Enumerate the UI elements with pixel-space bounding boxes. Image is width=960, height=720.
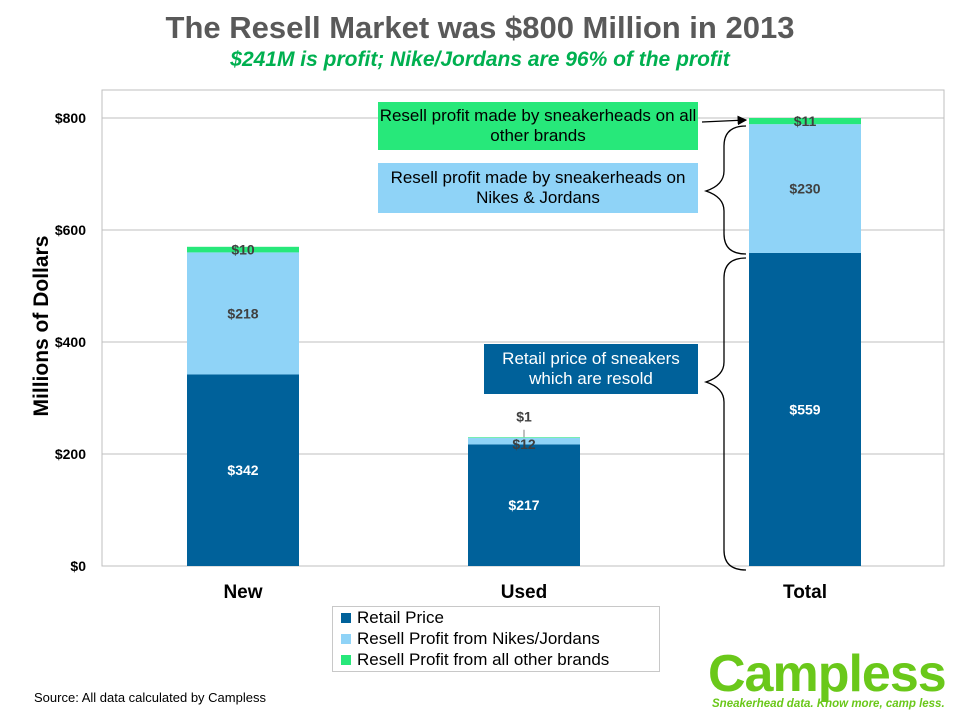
y-axis-ticks: $0 $200 $400 $600 $800	[55, 110, 86, 574]
data-label-used-nike-jordan: $12	[512, 436, 536, 452]
data-label-new-nike-jordan: $218	[227, 305, 258, 321]
callout-other-brands-text: Resell profit made by sneakerheads on al…	[379, 106, 697, 145]
brace-nike-jordan	[703, 125, 747, 255]
bar-used-retail	[468, 444, 580, 566]
bar-total-other-brands	[749, 118, 861, 125]
data-labels: $342 $218 $10 $217 $12 $1 $559 $230 $11	[227, 113, 820, 513]
y-tick-label: $200	[55, 446, 86, 462]
bar-used-nike-jordan	[468, 437, 580, 445]
legend-item-nike-jordan: Resell Profit from Nikes/Jordans	[333, 628, 659, 649]
callout-arrow	[701, 115, 748, 126]
bars	[187, 118, 861, 566]
x-axis-ticks: New Used Total	[223, 582, 827, 603]
legend-swatch-nike-jordan	[341, 633, 351, 644]
data-label-total-retail: $559	[789, 401, 820, 417]
legend-label-other-brands: Resell Profit from all other brands	[357, 649, 610, 669]
data-label-used-other-brands: $1	[516, 408, 532, 424]
legend: Retail Price Resell Profit from Nikes/Jo…	[332, 606, 660, 672]
data-label-new-retail: $342	[227, 462, 258, 478]
legend-item-other-brands: Resell Profit from all other brands	[333, 649, 659, 670]
callout-other-brands: Resell profit made by sneakerheads on al…	[378, 102, 698, 150]
bar-total-retail	[749, 252, 861, 566]
y-tick-label: $800	[55, 110, 86, 126]
legend-swatch-retail	[341, 612, 351, 623]
bar-new-other-brands	[187, 246, 299, 253]
x-tick-label-new: New	[223, 582, 262, 603]
legend-label-retail: Retail Price	[357, 607, 444, 627]
bar-total-nike-jordan	[749, 124, 861, 253]
bar-new-nike-jordan	[187, 252, 299, 375]
brace-retail	[703, 257, 747, 571]
x-tick-label-used: Used	[501, 582, 547, 603]
campless-logo: Campless Sneakerhead data. Know more, ca…	[706, 645, 956, 716]
callout-retail: Retail price of sneakers which are resol…	[484, 344, 698, 394]
legend-label-nike-jordan: Resell Profit from Nikes/Jordans	[357, 628, 600, 648]
y-tick-label: $600	[55, 222, 86, 238]
data-label-used-retail: $217	[508, 497, 539, 513]
callout-retail-text: Retail price of sneakers which are resol…	[502, 349, 680, 388]
logo-tagline: Sneakerhead data. Know more, camp less.	[712, 698, 945, 710]
bar-new-retail	[187, 374, 299, 566]
legend-swatch-other-brands	[341, 654, 351, 665]
bar-used-other-brands	[468, 437, 580, 438]
legend-item-retail: Retail Price	[333, 607, 659, 628]
chart-title: The Resell Market was $800 Million in 20…	[165, 10, 795, 45]
data-label-total-nike-jordan: $230	[789, 181, 820, 197]
callout-nike-jordan: Resell profit made by sneakerheads on Ni…	[378, 163, 698, 213]
annotations	[701, 115, 748, 571]
chart-subtitle: $241M is profit; Nike/Jordans are 96% of…	[230, 48, 730, 71]
callout-nike-jordan-text: Resell profit made by sneakerheads on Ni…	[390, 168, 686, 207]
data-label-total-other-brands: $11	[794, 113, 817, 129]
x-tick-label-total: Total	[783, 582, 827, 603]
source-note: Source: All data calculated by Campless	[34, 690, 266, 705]
y-tick-label: $400	[55, 334, 86, 350]
data-label-new-other-brands: $10	[231, 242, 255, 258]
logo-wordmark: Campless	[708, 645, 947, 703]
y-tick-label: $0	[70, 558, 86, 574]
